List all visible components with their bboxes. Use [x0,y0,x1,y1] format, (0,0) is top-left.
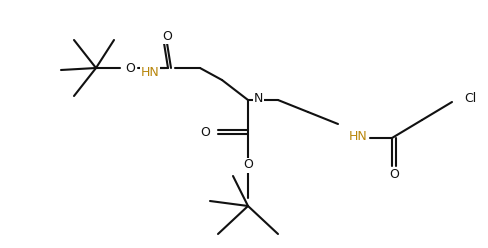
Text: N: N [254,92,264,104]
Text: O: O [200,125,210,138]
Text: O: O [243,158,253,172]
Text: O: O [125,62,135,74]
Text: Cl: Cl [464,92,476,104]
Text: O: O [389,167,399,181]
Text: HN: HN [348,129,367,143]
Text: HN: HN [141,66,160,80]
Text: O: O [162,30,172,42]
